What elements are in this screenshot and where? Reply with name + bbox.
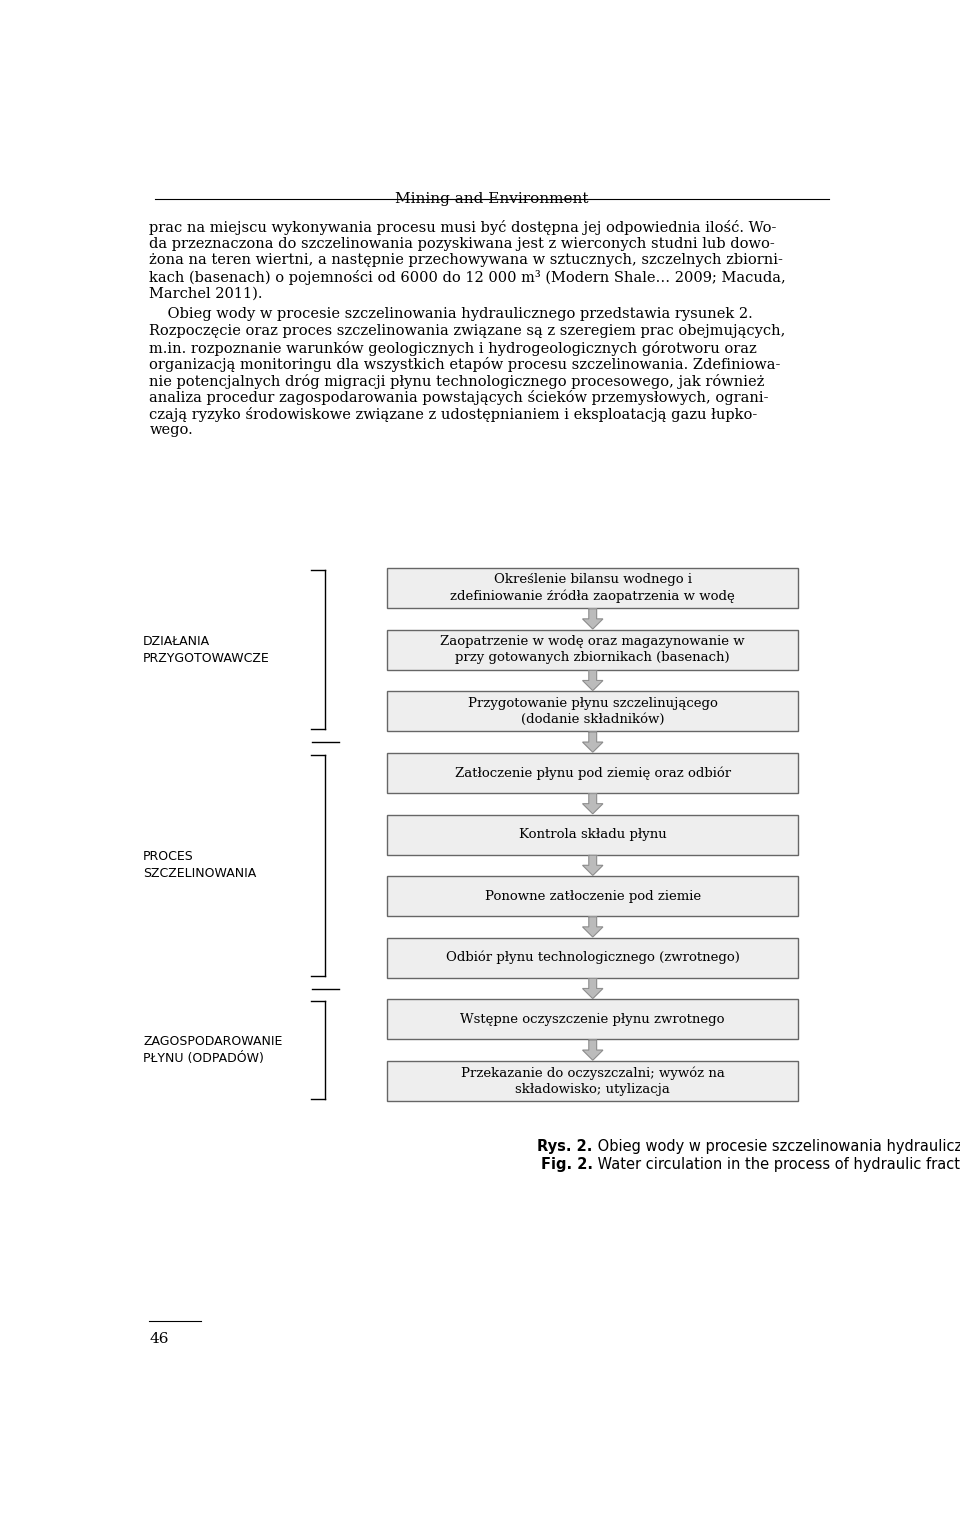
Text: Fig. 2.: Fig. 2. — [540, 1157, 592, 1172]
FancyBboxPatch shape — [388, 752, 798, 794]
FancyBboxPatch shape — [388, 568, 798, 609]
Text: Zaopatrzenie w wodę oraz magazynowanie w
przy gotowanych zbiornikach (basenach): Zaopatrzenie w wodę oraz magazynowanie w… — [441, 635, 745, 664]
FancyBboxPatch shape — [388, 876, 798, 916]
Text: czają ryzyko środowiskowe związane z udostępnianiem i eksploatacją gazu łupko-: czają ryzyko środowiskowe związane z udo… — [150, 407, 757, 421]
Text: Przekazanie do oczyszczalni; wywóz na
składowisko; utylizacja: Przekazanie do oczyszczalni; wywóz na sk… — [461, 1067, 725, 1096]
FancyBboxPatch shape — [388, 937, 798, 978]
Text: wego.: wego. — [150, 423, 193, 438]
Text: Przygotowanie płynu szczelinującego
(dodanie składników): Przygotowanie płynu szczelinującego (dod… — [468, 697, 718, 726]
Text: organizacją monitoringu dla wszystkich etapów procesu szczelinowania. Zdefiniowa: organizacją monitoringu dla wszystkich e… — [150, 357, 780, 372]
Text: Kontrola składu płynu: Kontrola składu płynu — [518, 829, 666, 841]
Text: ZAGOSPODAROWANIE
PŁYNU (ODPADÓW): ZAGOSPODAROWANIE PŁYNU (ODPADÓW) — [143, 1035, 282, 1065]
FancyBboxPatch shape — [388, 1061, 798, 1100]
Text: Określenie bilansu wodnego i
zdefiniowanie źródła zaopatrzenia w wodę: Określenie bilansu wodnego i zdefiniowan… — [450, 574, 735, 603]
Polygon shape — [583, 856, 603, 876]
Polygon shape — [583, 670, 603, 691]
Text: Rozpoczęcie oraz proces szczelinowania związane są z szeregiem prac obejmujących: Rozpoczęcie oraz proces szczelinowania z… — [150, 324, 786, 339]
Text: da przeznaczona do szczelinowania pozyskiwana jest z wierconych studni lub dowo-: da przeznaczona do szczelinowania pozysk… — [150, 237, 776, 250]
Text: Mining and Environment: Mining and Environment — [396, 192, 588, 206]
Polygon shape — [583, 794, 603, 813]
FancyBboxPatch shape — [388, 1000, 798, 1039]
Text: Obieg wody w procesie szczelinowania hydraulicznego przedstawia rysunek 2.: Obieg wody w procesie szczelinowania hyd… — [150, 307, 754, 322]
Text: Obieg wody w procesie szczelinowania hydraulicznego: Obieg wody w procesie szczelinowania hyd… — [592, 1140, 960, 1155]
Polygon shape — [583, 1041, 603, 1061]
Text: Ponowne zatłoczenie pod ziemie: Ponowne zatłoczenie pod ziemie — [485, 890, 701, 903]
Polygon shape — [583, 978, 603, 998]
FancyBboxPatch shape — [388, 630, 798, 670]
Text: nie potencjalnych dróg migracji płynu technologicznego procesowego, jak również: nie potencjalnych dróg migracji płynu te… — [150, 374, 765, 389]
Text: Marchel 2011).: Marchel 2011). — [150, 287, 263, 301]
FancyBboxPatch shape — [388, 691, 798, 731]
Text: Odbiór płynu technologicznego (zwrotnego): Odbiór płynu technologicznego (zwrotnego… — [445, 951, 740, 964]
Text: PROCES
SZCZELINOWANIA: PROCES SZCZELINOWANIA — [143, 850, 256, 881]
Polygon shape — [583, 609, 603, 629]
Text: DZIAŁANIA
PRZYGOTOWAWCZE: DZIAŁANIA PRZYGOTOWAWCZE — [143, 635, 270, 665]
Text: Wstępne oczyszczenie płynu zwrotnego: Wstępne oczyszczenie płynu zwrotnego — [461, 1013, 725, 1025]
Text: m.in. rozpoznanie warunków geologicznych i hydrogeologicznych górotworu oraz: m.in. rozpoznanie warunków geologicznych… — [150, 340, 757, 356]
Text: kach (basenach) o pojemności od 6000 do 12 000 m³ (Modern Shale… 2009; Macuda,: kach (basenach) o pojemności od 6000 do … — [150, 270, 786, 285]
Text: Rys. 2.: Rys. 2. — [538, 1140, 592, 1155]
Text: prac na miejscu wykonywania procesu musi być dostępna jej odpowiednia ilość. Wo-: prac na miejscu wykonywania procesu musi… — [150, 220, 777, 235]
Text: Water circulation in the process of hydraulic fracturing: Water circulation in the process of hydr… — [592, 1157, 960, 1172]
Polygon shape — [583, 732, 603, 752]
FancyBboxPatch shape — [388, 815, 798, 855]
Polygon shape — [583, 917, 603, 937]
Text: Zatłoczenie płynu pod ziemię oraz odbiór: Zatłoczenie płynu pod ziemię oraz odbiór — [455, 766, 731, 780]
Text: 46: 46 — [150, 1332, 169, 1346]
Text: żona na teren wiertni, a następnie przechowywana w sztucznych, szczelnych zbiorn: żona na teren wiertni, a następnie przec… — [150, 253, 783, 267]
Text: analiza procedur zagospodarowania powstających ścieków przemysłowych, ograni-: analiza procedur zagospodarowania powsta… — [150, 391, 769, 406]
